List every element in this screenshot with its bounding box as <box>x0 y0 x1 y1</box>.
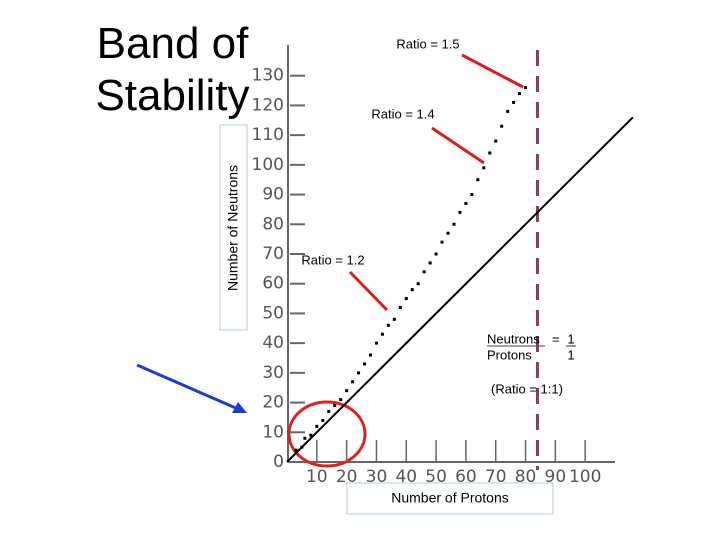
x-tick-label: 100 <box>569 467 601 487</box>
y-label-box <box>219 124 248 331</box>
y-tick-label: 70 <box>262 244 284 264</box>
data-point <box>303 436 307 440</box>
data-point <box>380 332 384 336</box>
data-point <box>488 151 492 155</box>
ratio-note: Neutrons <box>487 331 540 346</box>
highlight-circle <box>287 400 367 468</box>
x-tick-label: 60 <box>455 467 477 487</box>
pointer <box>348 270 389 312</box>
data-point <box>524 86 528 90</box>
y-tick-label: 130 <box>252 66 284 86</box>
data-point <box>470 193 474 197</box>
data-point <box>294 448 298 452</box>
x-tick-label: 10 <box>306 467 328 487</box>
data-point <box>410 288 414 292</box>
x-tick-label: 90 <box>545 467 567 487</box>
x-tick-label: 30 <box>366 467 388 487</box>
chart-title: Band of Stability <box>95 19 250 120</box>
x-tick-label: 40 <box>395 467 417 487</box>
data-point <box>321 418 325 422</box>
data-point <box>374 341 378 345</box>
pointer <box>461 53 524 89</box>
data-point <box>333 404 337 408</box>
y-tick-label: 30 <box>262 363 284 383</box>
y-tick-label: 110 <box>252 125 284 145</box>
data-point <box>428 261 432 265</box>
y-axis-label: Number of Neutrons <box>225 165 241 291</box>
data-point <box>392 317 396 321</box>
ratio-note: Protons <box>487 347 532 362</box>
pointer <box>431 126 485 165</box>
x-tick-label: 20 <box>336 467 358 487</box>
data-point <box>458 210 462 214</box>
data-point <box>368 353 372 357</box>
data-point <box>339 398 343 402</box>
ratio-note: = <box>552 331 560 346</box>
data-point <box>494 139 498 143</box>
data-point <box>357 371 361 375</box>
y-tick-label: 10 <box>262 422 284 442</box>
data-point <box>315 424 319 428</box>
ratio-line <box>286 116 634 463</box>
y-tick-label: 120 <box>252 95 284 115</box>
data-point <box>506 109 510 113</box>
data-point <box>345 389 349 393</box>
y-tick-label: 40 <box>262 333 284 353</box>
data-point <box>452 222 456 226</box>
annotation: Ratio = 1.4 <box>371 106 434 121</box>
y-tick-label: 0 <box>273 452 284 472</box>
y-tick-label: 80 <box>262 214 284 234</box>
data-point <box>386 323 390 327</box>
ratio-note: 1 <box>567 347 574 362</box>
data-point <box>446 231 450 235</box>
data-point <box>309 433 313 437</box>
data-point <box>422 270 426 274</box>
data-point <box>434 252 438 256</box>
data-point <box>518 92 522 96</box>
y-tick-label: 20 <box>262 393 284 413</box>
y-tick-label: 90 <box>262 185 284 205</box>
data-point <box>327 409 331 413</box>
annotation: Ratio = 1.2 <box>301 252 364 267</box>
data-point <box>512 100 516 104</box>
y-tick-label: 100 <box>252 155 284 175</box>
y-tick-label: 60 <box>262 274 284 294</box>
data-point <box>351 380 355 384</box>
arrow <box>136 363 239 411</box>
data-point <box>404 297 408 301</box>
ratio-note: 1 <box>567 331 574 346</box>
y-tick-label: 50 <box>262 303 284 323</box>
data-point <box>398 305 402 309</box>
arrow-head <box>232 402 247 413</box>
annotation: (Ratio = 1:1) <box>491 381 563 396</box>
data-point <box>500 124 504 128</box>
x-tick-label: 80 <box>515 467 537 487</box>
data-point <box>476 178 480 182</box>
data-point <box>464 201 468 205</box>
data-point <box>440 240 444 244</box>
x-tick-label: 70 <box>485 467 507 487</box>
x-axis-label: Number of Protons <box>391 490 509 506</box>
data-point <box>482 166 486 170</box>
data-point <box>363 362 367 366</box>
x-label-box <box>346 482 554 515</box>
x-tick-label: 50 <box>425 467 447 487</box>
annotation: Ratio = 1.5 <box>396 36 459 51</box>
data-point <box>416 282 420 286</box>
